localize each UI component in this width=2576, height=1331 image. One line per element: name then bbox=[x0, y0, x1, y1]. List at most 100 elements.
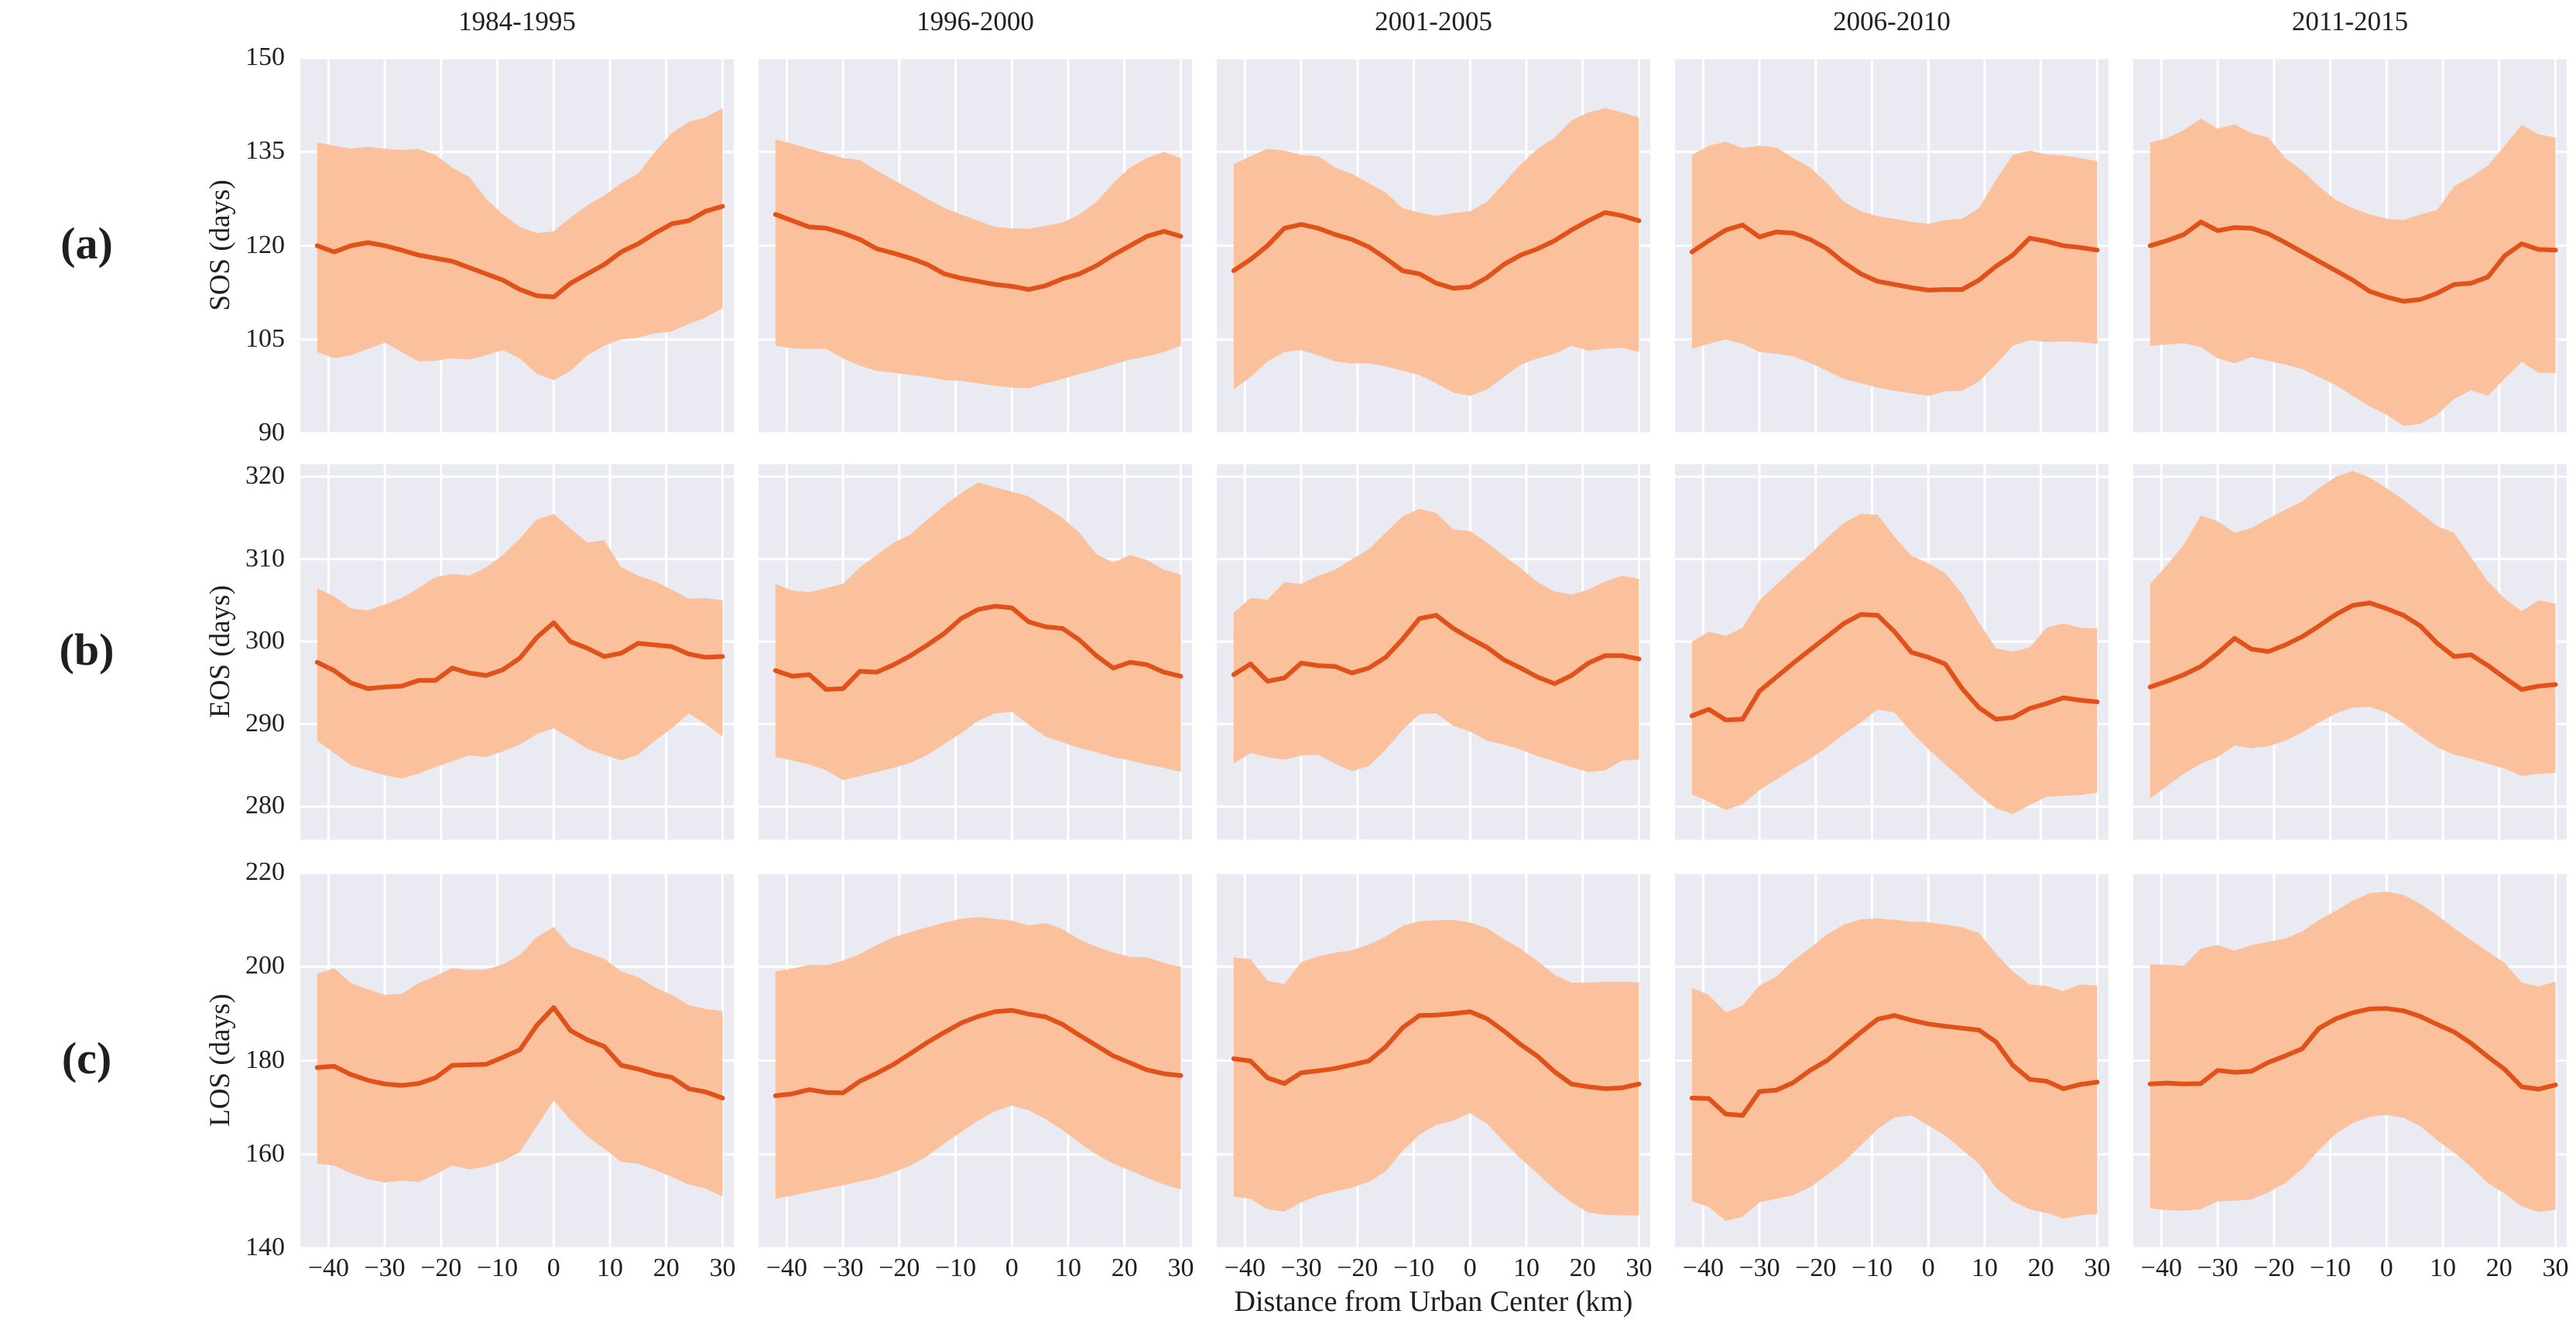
panel-c-2011-2015 bbox=[2133, 873, 2567, 1248]
confidence-band bbox=[2150, 118, 2556, 426]
mean-line bbox=[1231, 210, 1642, 291]
x-tick-label-1996-2000--20: −20 bbox=[879, 1254, 920, 1282]
y-tick-label-b-300: 300 bbox=[245, 626, 285, 655]
y-tick-label-c-220: 220 bbox=[245, 857, 285, 886]
y-tick-label-c-160: 160 bbox=[245, 1138, 285, 1168]
x-tick-label-2011-2015-30: 30 bbox=[2542, 1254, 2569, 1282]
panel-c-2006-2010 bbox=[1675, 873, 2108, 1248]
y-tick-label-c-140: 140 bbox=[245, 1233, 285, 1261]
x-tick-label-2011-2015-20: 20 bbox=[2485, 1254, 2513, 1282]
x-tick-label-1984-1995-10: 10 bbox=[597, 1254, 623, 1282]
x-tick-label-1996-2000-30: 30 bbox=[1167, 1254, 1194, 1282]
y-tick-label-a-105: 105 bbox=[245, 323, 285, 353]
panel-b-1996-2000 bbox=[759, 464, 1192, 840]
x-tick-label-1996-2000--10: −10 bbox=[934, 1254, 977, 1282]
confidence-band bbox=[2150, 470, 2556, 799]
mean-line bbox=[314, 620, 725, 691]
y-tick-label-a-150: 150 bbox=[245, 43, 285, 71]
x-tick-label-2006-2010-0: 0 bbox=[1921, 1254, 1935, 1282]
panel-b-2011-2015 bbox=[2133, 464, 2567, 840]
panel-c-1996-2000 bbox=[759, 873, 1192, 1248]
column-title-2001-2005: 2001-2005 bbox=[1375, 6, 1492, 36]
confidence-band bbox=[317, 108, 723, 381]
panel-c-2001-2005 bbox=[1217, 873, 1650, 1248]
row-label-c: (c) bbox=[61, 1033, 112, 1083]
panel-c-1984-1995 bbox=[300, 873, 734, 1248]
mean-line bbox=[314, 1005, 725, 1100]
confidence-band bbox=[1691, 142, 2098, 396]
confidence-band bbox=[775, 139, 1181, 388]
x-tick-label-2001-2005-0: 0 bbox=[1463, 1254, 1477, 1282]
panel-a-1996-2000 bbox=[759, 58, 1192, 433]
x-tick-label-2006-2010--40: −40 bbox=[1682, 1254, 1724, 1282]
column-title-1996-2000: 1996-2000 bbox=[916, 6, 1034, 36]
x-tick-label-2006-2010--30: −30 bbox=[1738, 1254, 1780, 1282]
x-axis-label: Distance from Urban Center (km) bbox=[1234, 1285, 1633, 1318]
mean-line bbox=[772, 604, 1184, 692]
panel-a-2011-2015 bbox=[2133, 58, 2567, 433]
column-title-1984-1995: 1984-1995 bbox=[458, 6, 576, 36]
y-tick-label-b-280: 280 bbox=[245, 791, 285, 820]
y-tick-label-a-120: 120 bbox=[245, 230, 285, 259]
x-tick-label-2001-2005--40: −40 bbox=[1224, 1254, 1266, 1282]
x-tick-label-1996-2000--30: −30 bbox=[822, 1254, 864, 1282]
mean-line bbox=[2147, 219, 2558, 304]
x-tick-label-1984-1995-20: 20 bbox=[653, 1254, 680, 1282]
panel-a-2001-2005 bbox=[1217, 58, 1650, 433]
column-title-2011-2015: 2011-2015 bbox=[2291, 6, 2409, 36]
panel-a-1984-1995 bbox=[300, 58, 734, 433]
y-tick-label-c-180: 180 bbox=[245, 1045, 285, 1074]
confidence-band bbox=[1691, 514, 2098, 814]
y-tick-label-b-310: 310 bbox=[245, 543, 285, 573]
x-tick-label-2006-2010--10: −10 bbox=[1851, 1254, 1893, 1282]
mean-line bbox=[314, 204, 725, 299]
x-tick-label-1984-1995-30: 30 bbox=[709, 1254, 736, 1282]
panel-a-2006-2010 bbox=[1675, 58, 2108, 433]
x-tick-label-2001-2005--20: −20 bbox=[1337, 1254, 1379, 1282]
x-tick-label-2011-2015-10: 10 bbox=[2430, 1254, 2456, 1282]
confidence-band bbox=[1233, 919, 1639, 1216]
x-tick-label-1984-1995--10: −10 bbox=[476, 1254, 519, 1282]
y-tick-label-a-135: 135 bbox=[245, 136, 285, 166]
x-tick-label-1996-2000-10: 10 bbox=[1055, 1254, 1081, 1282]
x-tick-label-2006-2010-20: 20 bbox=[2027, 1254, 2054, 1282]
x-tick-label-1984-1995-0: 0 bbox=[546, 1254, 560, 1282]
x-tick-label-2001-2005--30: −30 bbox=[1280, 1254, 1322, 1282]
mean-line bbox=[1689, 612, 2100, 723]
x-tick-label-2011-2015-0: 0 bbox=[2379, 1254, 2393, 1282]
y-tick-label-c-200: 200 bbox=[245, 951, 285, 980]
x-tick-label-2001-2005-30: 30 bbox=[1625, 1254, 1653, 1282]
confidence-band bbox=[775, 917, 1181, 1199]
x-tick-label-1984-1995--40: −40 bbox=[307, 1254, 349, 1282]
x-tick-label-2001-2005-20: 20 bbox=[1569, 1254, 1596, 1282]
confidence-band bbox=[317, 514, 723, 779]
confidence-band bbox=[317, 926, 723, 1197]
x-tick-label-2006-2010--20: −20 bbox=[1795, 1254, 1837, 1282]
panel-b-2001-2005 bbox=[1217, 464, 1650, 840]
row-label-b: (b) bbox=[59, 624, 115, 675]
x-tick-label-2011-2015--30: −30 bbox=[2197, 1254, 2239, 1282]
x-tick-label-2001-2005-10: 10 bbox=[1513, 1254, 1540, 1282]
row-label-a: (a) bbox=[60, 218, 113, 269]
x-tick-label-1996-2000-20: 20 bbox=[1111, 1254, 1138, 1282]
x-tick-label-2011-2015--20: −20 bbox=[2253, 1254, 2295, 1282]
column-title-2006-2010: 2006-2010 bbox=[1833, 6, 1951, 36]
y-tick-label-b-290: 290 bbox=[245, 708, 285, 737]
x-tick-label-2006-2010-30: 30 bbox=[2084, 1254, 2111, 1282]
y-tick-label-a-90: 90 bbox=[259, 418, 285, 447]
mean-line bbox=[2147, 1006, 2558, 1092]
x-tick-label-1996-2000-0: 0 bbox=[1005, 1254, 1019, 1282]
x-tick-label-2001-2005--10: −10 bbox=[1392, 1254, 1435, 1282]
confidence-band bbox=[775, 482, 1181, 781]
mean-line bbox=[772, 1008, 1184, 1098]
confidence-band bbox=[2150, 891, 2556, 1213]
confidence-band bbox=[1233, 508, 1639, 772]
mean-line bbox=[1689, 1013, 2100, 1118]
confidence-band bbox=[1691, 918, 2098, 1221]
y-tick-label-b-320: 320 bbox=[245, 460, 285, 490]
mean-line bbox=[1231, 613, 1642, 686]
x-tick-label-1996-2000--40: −40 bbox=[766, 1254, 807, 1282]
x-tick-label-2011-2015--10: −10 bbox=[2309, 1254, 2352, 1282]
x-tick-label-2006-2010-10: 10 bbox=[1971, 1254, 1998, 1282]
